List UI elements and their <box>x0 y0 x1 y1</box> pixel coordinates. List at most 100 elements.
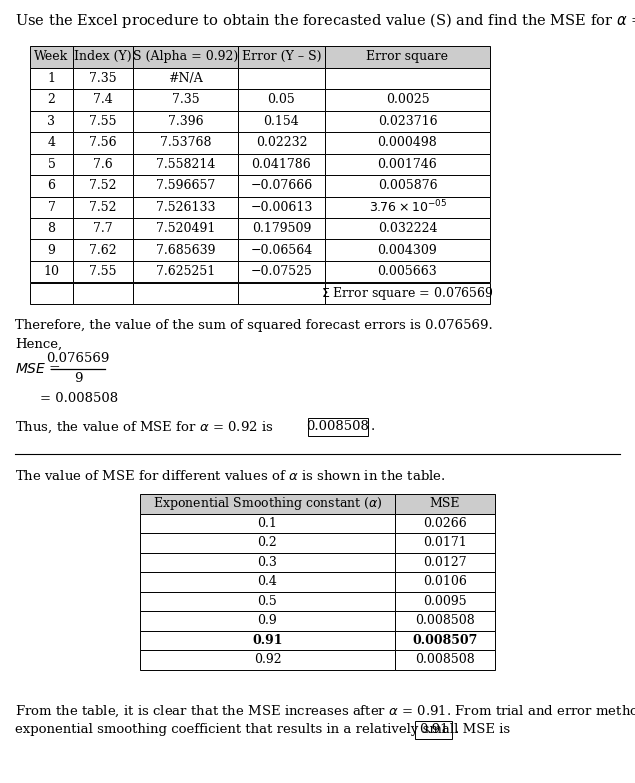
Text: 7.52: 7.52 <box>90 200 117 214</box>
Bar <box>30 67 73 89</box>
Text: Exponential Smoothing constant ($\alpha$): Exponential Smoothing constant ($\alpha$… <box>152 496 382 512</box>
Text: 0.004309: 0.004309 <box>378 244 438 257</box>
Text: 7.558214: 7.558214 <box>156 157 215 171</box>
Bar <box>30 46 73 67</box>
Bar <box>308 418 368 436</box>
Text: Hence,: Hence, <box>15 337 62 351</box>
Text: 0.3: 0.3 <box>258 556 277 568</box>
Text: 0.1: 0.1 <box>258 517 277 530</box>
Text: 0.0127: 0.0127 <box>423 556 467 568</box>
Bar <box>133 46 238 67</box>
Text: 7.55: 7.55 <box>90 265 117 278</box>
Text: 0.0025: 0.0025 <box>385 93 429 106</box>
Bar <box>73 153 133 175</box>
Text: 0.005876: 0.005876 <box>378 179 438 193</box>
Bar <box>395 630 495 650</box>
Bar <box>238 132 325 153</box>
Bar <box>73 175 133 197</box>
Text: S (Alpha = 0.92): S (Alpha = 0.92) <box>133 50 238 63</box>
Text: 0.008508: 0.008508 <box>415 614 475 627</box>
Text: 0.005663: 0.005663 <box>378 265 438 278</box>
Text: Therefore, the value of the sum of squared forecast errors is 0.076569.: Therefore, the value of the sum of squar… <box>15 319 493 333</box>
Text: 0.91: 0.91 <box>252 633 283 647</box>
Text: 7.55: 7.55 <box>90 115 117 128</box>
Bar <box>30 132 73 153</box>
Bar <box>395 572 495 591</box>
Text: 0.008508: 0.008508 <box>415 653 475 666</box>
Bar <box>325 197 490 218</box>
Bar <box>73 46 133 67</box>
Bar <box>30 153 73 175</box>
Text: Error (Y – S): Error (Y – S) <box>242 50 321 63</box>
Text: Week: Week <box>34 50 69 63</box>
Text: 6: 6 <box>48 179 55 193</box>
Bar <box>140 533 395 553</box>
Bar <box>133 132 238 153</box>
Bar <box>133 197 238 218</box>
Text: 0.2: 0.2 <box>258 536 277 549</box>
Bar <box>133 261 238 283</box>
Bar <box>140 494 395 514</box>
Bar <box>140 630 395 650</box>
Text: 9: 9 <box>48 244 55 257</box>
Bar <box>30 175 73 197</box>
Text: 0.023716: 0.023716 <box>378 115 438 128</box>
Text: 0.032224: 0.032224 <box>378 222 438 235</box>
Bar <box>238 89 325 110</box>
Bar <box>238 283 325 304</box>
Text: 0.154: 0.154 <box>264 115 299 128</box>
Text: 0.9: 0.9 <box>258 614 277 627</box>
Text: 0.0095: 0.0095 <box>423 595 467 608</box>
Text: 0.008507: 0.008507 <box>412 633 478 647</box>
Bar <box>73 67 133 89</box>
Bar <box>140 572 395 591</box>
Text: 7.35: 7.35 <box>89 72 117 85</box>
Bar <box>395 611 495 630</box>
Bar <box>325 218 490 240</box>
Text: 7.7: 7.7 <box>93 222 113 235</box>
Bar <box>238 153 325 175</box>
Text: 7.52: 7.52 <box>90 179 117 193</box>
Bar <box>325 46 490 67</box>
Text: = 0.008508: = 0.008508 <box>40 392 118 406</box>
Text: 0.0106: 0.0106 <box>423 576 467 588</box>
Bar <box>325 89 490 110</box>
Bar <box>30 197 73 218</box>
Text: Thus, the value of MSE for $\alpha$ = 0.92 is: Thus, the value of MSE for $\alpha$ = 0.… <box>15 419 274 435</box>
Bar <box>133 153 238 175</box>
Text: 7.520491: 7.520491 <box>156 222 215 235</box>
Bar <box>395 591 495 611</box>
Text: $3.76\times10^{-05}$: $3.76\times10^{-05}$ <box>368 199 446 215</box>
Text: 0.179509: 0.179509 <box>252 222 311 235</box>
Text: 7: 7 <box>48 200 55 214</box>
Text: −0.07525: −0.07525 <box>251 265 312 278</box>
Text: 9: 9 <box>74 373 83 385</box>
Text: 0.041786: 0.041786 <box>251 157 311 171</box>
Text: −0.00613: −0.00613 <box>250 200 312 214</box>
Text: 0.4: 0.4 <box>258 576 277 588</box>
Bar <box>73 132 133 153</box>
Text: 0.02232: 0.02232 <box>256 136 307 150</box>
Bar <box>30 283 73 304</box>
Bar <box>133 110 238 132</box>
Bar <box>30 261 73 283</box>
Text: .: . <box>455 723 459 736</box>
Text: $MSE$ =: $MSE$ = <box>15 362 61 376</box>
Bar <box>395 533 495 553</box>
Bar <box>30 110 73 132</box>
Text: exponential smoothing coefficient that results in a relatively small MSE is: exponential smoothing coefficient that r… <box>15 723 510 736</box>
Bar <box>395 650 495 669</box>
Bar <box>325 240 490 261</box>
Text: 7.625251: 7.625251 <box>156 265 215 278</box>
Text: 7.6: 7.6 <box>93 157 113 171</box>
Bar <box>133 283 238 304</box>
Bar <box>325 67 490 89</box>
Bar <box>133 240 238 261</box>
Bar <box>140 650 395 669</box>
Bar <box>30 240 73 261</box>
Text: 0.91: 0.91 <box>418 723 448 736</box>
Bar <box>73 261 133 283</box>
Text: 0.008508: 0.008508 <box>307 420 370 434</box>
Bar <box>73 218 133 240</box>
Bar <box>140 591 395 611</box>
